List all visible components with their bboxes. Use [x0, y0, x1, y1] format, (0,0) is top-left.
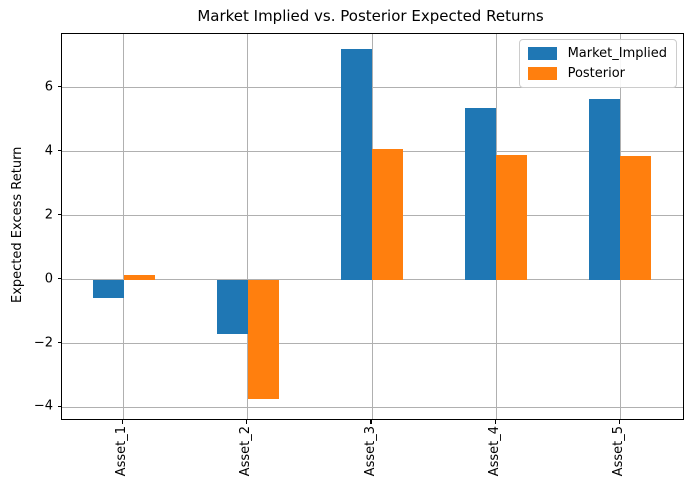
x-tick-mark [122, 419, 124, 424]
legend: Market_Implied Posterior [518, 39, 677, 88]
y-tick-label: 4 [44, 143, 53, 159]
bar-market_implied-asset_4 [465, 108, 497, 280]
y-tick-label: −4 [33, 398, 53, 414]
y-tick-label: −2 [33, 335, 53, 351]
y-tick-mark [57, 214, 62, 216]
bar-posterior-asset_5 [620, 155, 652, 280]
y-tick-mark [57, 86, 62, 88]
v-gridline [123, 33, 125, 419]
y-tick-label: 6 [44, 79, 53, 95]
legend-label: Market_Implied [567, 46, 667, 61]
bar-posterior-asset_3 [372, 149, 404, 280]
x-tick-label: Asset_4 [486, 426, 502, 477]
legend-swatch-market_implied [527, 47, 557, 60]
y-tick-label: 2 [44, 207, 53, 223]
x-tick-mark [618, 419, 620, 424]
x-tick-mark [494, 419, 496, 424]
x-tick-mark [370, 419, 372, 424]
legend-entry: Market_Implied [527, 46, 667, 61]
y-tick-mark [57, 278, 62, 280]
bar-posterior-asset_1 [123, 275, 155, 280]
bar-posterior-asset_2 [247, 279, 279, 399]
plot-area: Market_Implied Posterior [60, 32, 684, 420]
chart-title: Market Implied vs. Posterior Expected Re… [197, 7, 544, 25]
bar-market_implied-asset_3 [340, 49, 372, 280]
x-tick-mark [246, 419, 248, 424]
bar-posterior-asset_4 [496, 154, 528, 280]
y-tick-label: 0 [44, 271, 53, 287]
y-tick-mark [57, 150, 62, 152]
x-tick-label: Asset_5 [610, 426, 626, 477]
legend-entry: Posterior [527, 66, 667, 81]
x-tick-label: Asset_2 [238, 426, 254, 477]
v-gridline [247, 33, 249, 419]
bar-market_implied-asset_2 [216, 279, 248, 334]
bar-market_implied-asset_1 [92, 279, 124, 298]
legend-label: Posterior [567, 66, 626, 81]
legend-swatch-posterior [527, 67, 557, 80]
x-tick-label: Asset_1 [114, 426, 130, 477]
y-tick-mark [57, 405, 62, 408]
y-tick-mark [57, 341, 62, 344]
x-tick-label: Asset_3 [362, 426, 378, 477]
bar-market_implied-asset_5 [589, 99, 621, 280]
